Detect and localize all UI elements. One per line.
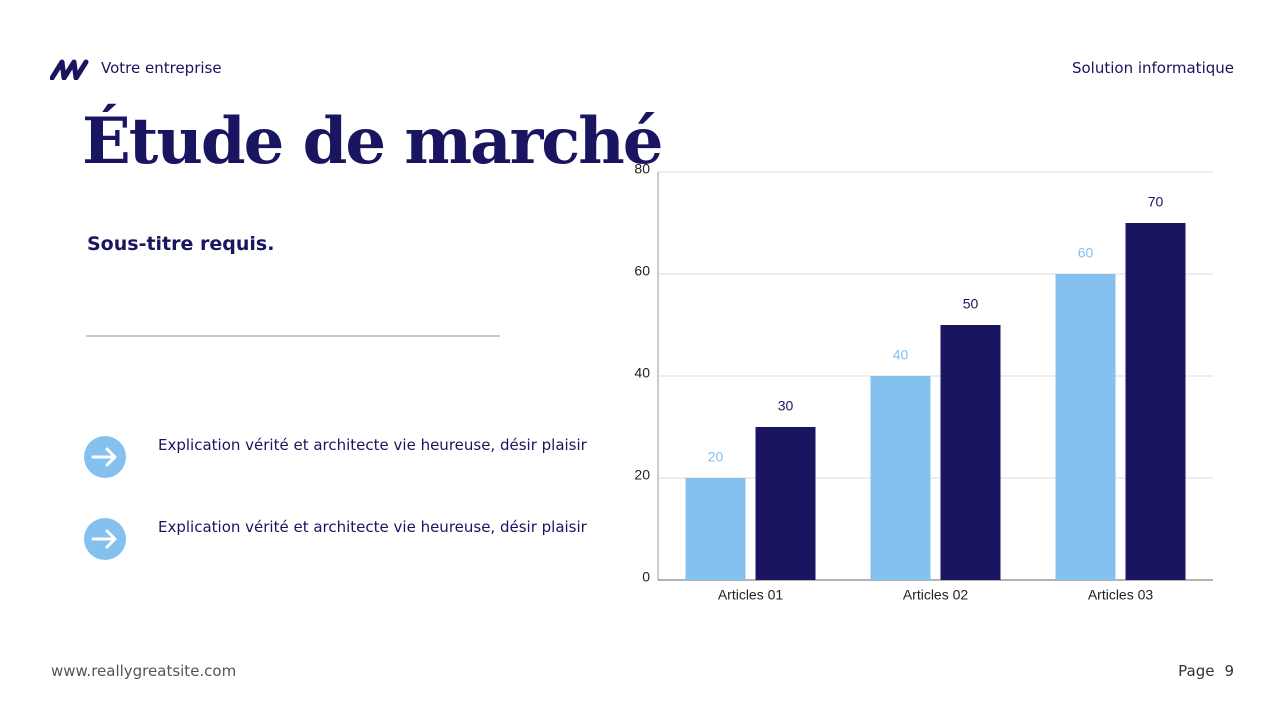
- bar: [870, 376, 931, 580]
- logo: [50, 59, 89, 80]
- bar: [685, 478, 746, 580]
- y-tick-label: 80: [634, 161, 650, 177]
- data-label: 60: [1078, 245, 1094, 261]
- y-tick-label: 20: [634, 467, 650, 483]
- fine-print: [86, 335, 500, 337]
- arrow-icon: [84, 518, 126, 560]
- x-tick-label: Articles 01: [718, 587, 784, 603]
- page-number: 9: [1224, 662, 1234, 680]
- topic: Solution informatique: [1071, 59, 1234, 77]
- company: Votre entreprise: [101, 59, 222, 77]
- bar: [755, 427, 816, 580]
- website: www.reallygreatsite.com: [51, 662, 237, 680]
- y-tick-label: 60: [634, 263, 650, 279]
- data-label: 70: [1148, 194, 1164, 210]
- subtitle: Sous-titre requis.: [87, 233, 275, 255]
- bar: [1125, 223, 1186, 580]
- page-info: Page 9: [1178, 662, 1234, 680]
- x-tick-label: Articles 02: [903, 587, 969, 603]
- bar: [940, 325, 1001, 580]
- data-label: 30: [778, 398, 794, 414]
- page-label: Page: [1178, 662, 1215, 680]
- y-tick-label: 40: [634, 365, 650, 381]
- bullet-text: Explication vérité et architecte vie heu…: [158, 436, 587, 454]
- data-label: 40: [893, 347, 909, 363]
- x-tick-label: Articles 03: [1088, 587, 1154, 603]
- y-tick-label: 0: [642, 569, 650, 585]
- bar: [1055, 274, 1116, 580]
- title: Étude de marché: [82, 104, 663, 179]
- data-label: 20: [708, 449, 724, 465]
- data-label: 50: [963, 296, 979, 312]
- bullet-text: Explication vérité et architecte vie heu…: [158, 518, 587, 536]
- arrow-icon: [84, 436, 126, 478]
